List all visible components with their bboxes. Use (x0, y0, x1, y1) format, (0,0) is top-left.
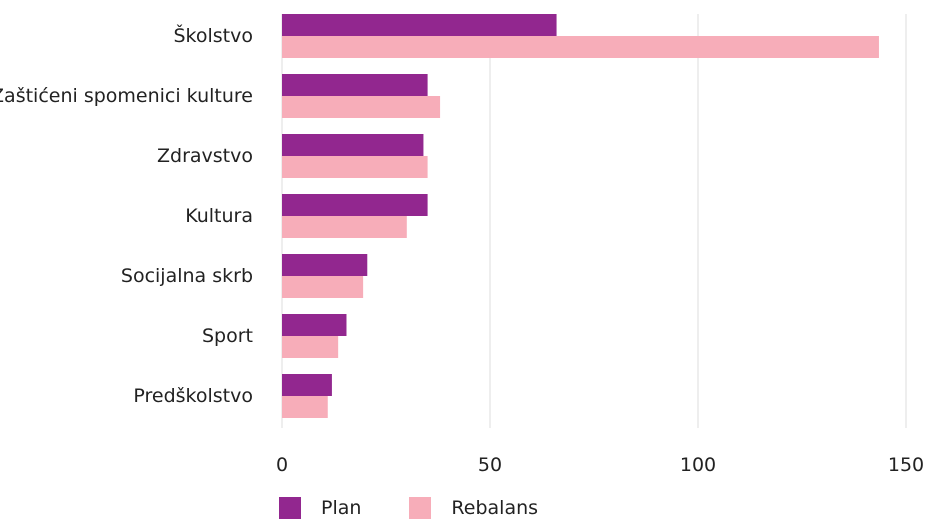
bar-rebalans-0 (282, 36, 879, 58)
category-label: Kultura (185, 205, 253, 227)
category-label: Predškolstvo (133, 385, 253, 407)
x-tick-label: 100 (680, 454, 716, 476)
bar-rebalans-5 (282, 336, 339, 358)
legend-swatch-rebalans (409, 497, 432, 519)
bar-plan-6 (282, 374, 332, 396)
category-label: Socijalna skrb (121, 265, 253, 287)
legend-item-plan: Plan (279, 497, 361, 519)
x-tick-label: 50 (478, 454, 502, 476)
bar-plan-1 (282, 74, 428, 96)
category-label: Zdravstvo (157, 145, 253, 167)
legend-label-plan: Plan (321, 497, 362, 519)
bar-plan-5 (282, 314, 347, 336)
bar-rebalans-1 (282, 96, 441, 118)
legend-item-rebalans: Rebalans (409, 497, 538, 519)
category-label: Sport (202, 325, 253, 347)
bar-chart: Školstvo Zaštićeni spomenici kulture Zdrav… (0, 14, 924, 476)
legend: Plan Rebalans (279, 497, 586, 519)
category-label: Zaštićeni spomenici kulture (0, 85, 253, 107)
bar-rebalans-4 (282, 276, 364, 298)
bar-plan-3 (282, 194, 428, 216)
category-label: Školstvo (173, 23, 253, 47)
bar-rebalans-2 (282, 156, 428, 178)
bar-plan-0 (282, 14, 557, 36)
legend-label-rebalans: Rebalans (451, 497, 539, 519)
x-tick-label: 150 (888, 454, 924, 476)
legend-swatch-plan (279, 497, 301, 519)
bar-plan-4 (282, 254, 368, 276)
bar-rebalans-6 (282, 396, 328, 418)
x-axis-tick-labels: 0 50 100 150 (276, 454, 924, 476)
bar-rebalans-3 (282, 216, 407, 238)
x-tick-label: 0 (276, 454, 288, 476)
bars (282, 14, 879, 418)
bar-plan-2 (282, 134, 424, 156)
category-labels: Školstvo Zaštićeni spomenici kulture Zdrav… (0, 23, 253, 407)
